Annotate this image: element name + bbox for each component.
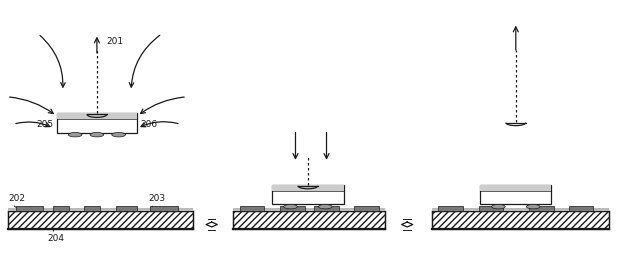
Bar xyxy=(233,211,386,229)
Ellipse shape xyxy=(90,132,104,137)
Bar xyxy=(529,206,554,211)
Bar xyxy=(57,113,137,132)
Bar xyxy=(116,206,137,211)
Bar xyxy=(233,208,386,211)
Text: 201: 201 xyxy=(106,37,123,46)
Bar xyxy=(480,185,552,205)
Text: 202: 202 xyxy=(8,194,25,203)
Text: 203: 203 xyxy=(149,194,165,203)
Bar xyxy=(57,113,137,119)
Bar xyxy=(272,185,343,191)
Ellipse shape xyxy=(68,132,82,137)
Ellipse shape xyxy=(526,205,540,209)
Bar xyxy=(478,206,503,211)
Bar xyxy=(239,206,264,211)
Bar xyxy=(280,206,305,211)
Ellipse shape xyxy=(491,205,505,209)
Text: 205: 205 xyxy=(36,120,53,129)
Bar xyxy=(150,206,177,211)
Bar xyxy=(480,185,552,191)
Bar xyxy=(314,206,339,211)
Text: 206: 206 xyxy=(141,120,157,129)
Bar xyxy=(272,185,343,205)
Ellipse shape xyxy=(318,205,332,209)
Bar xyxy=(8,211,193,229)
Ellipse shape xyxy=(112,132,126,137)
Bar xyxy=(569,206,593,211)
Bar xyxy=(8,208,193,211)
Bar xyxy=(85,206,100,211)
Bar xyxy=(53,206,69,211)
Ellipse shape xyxy=(284,205,297,209)
Bar xyxy=(355,206,379,211)
Bar xyxy=(432,208,609,211)
Bar xyxy=(432,211,609,229)
Bar xyxy=(16,206,43,211)
Bar xyxy=(439,206,463,211)
Text: 204: 204 xyxy=(47,234,64,243)
